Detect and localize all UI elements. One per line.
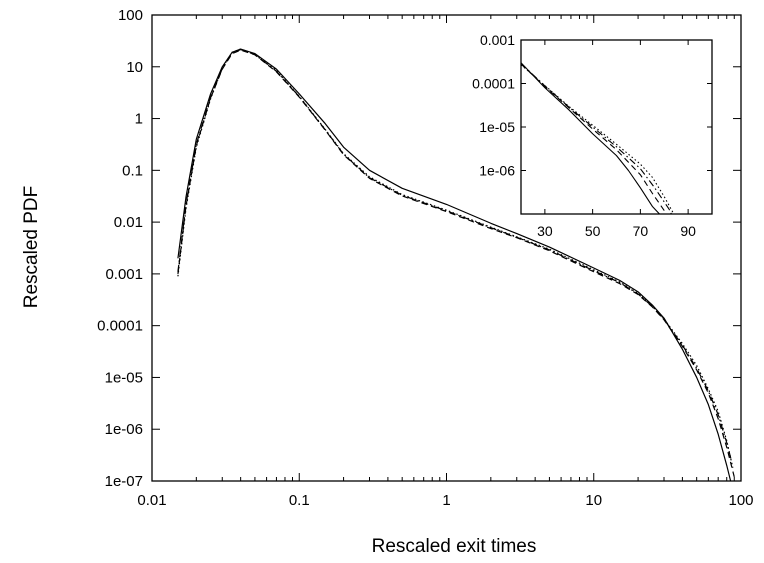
- inset-x-tick-label: 50: [585, 223, 601, 239]
- main-y-tick-label: 0.001: [105, 266, 143, 283]
- inset-series-1-line: [521, 62, 660, 214]
- inset-y-tick-label: 0.0001: [472, 76, 515, 92]
- main-y-tick-label: 1e-06: [105, 421, 143, 438]
- main-x-tick-label: 0.1: [289, 492, 310, 509]
- inset-series-4-line: [521, 62, 672, 214]
- main-y-tick-label: 1e-07: [105, 473, 143, 490]
- main-x-tick-label: 10: [585, 492, 602, 509]
- inset-y-tick-label: 1e-06: [479, 163, 515, 179]
- inset-y-tick-label: 1e-05: [479, 119, 515, 135]
- inset-background: [521, 40, 712, 214]
- inset-x-tick-label: 30: [537, 223, 553, 239]
- inset-frame: [520, 39, 713, 215]
- inset-plot: 30 50 70 90 1e-06 1e-05 0.0001 0.001: [472, 32, 713, 239]
- main-x-tick-label: 1: [442, 492, 450, 509]
- main-series-4-line: [177, 48, 732, 461]
- inset-y-tick-label: 0.001: [480, 32, 515, 48]
- main-y-tick-label: 1e-05: [105, 369, 143, 386]
- main-y-tick-label: 0.01: [114, 214, 143, 231]
- inset-series-3-line: [521, 64, 675, 214]
- inset-x-tick-label: 70: [633, 223, 649, 239]
- main-y-tick-label: 0.0001: [97, 318, 143, 335]
- main-y-tick-label: 10: [126, 59, 143, 76]
- main-plot: 0.01 0.1 1 10 100 1e-07 1e-06 1e-05 0.0001 0.001 0…: [97, 7, 753, 509]
- main-x-tick-label: 100: [728, 492, 753, 509]
- main-y-tick-label: 0.1: [122, 162, 143, 179]
- main-x-tick-label: 0.01: [137, 492, 166, 509]
- x-axis-title: Rescaled exit times: [372, 536, 537, 557]
- main-frame: [151, 14, 742, 482]
- main-y-tick-label: 100: [118, 7, 143, 24]
- main-y-tick-label: 1: [135, 111, 143, 128]
- inset-x-tick-label: 90: [680, 223, 696, 239]
- y-axis-title: Rescaled PDF: [21, 186, 42, 309]
